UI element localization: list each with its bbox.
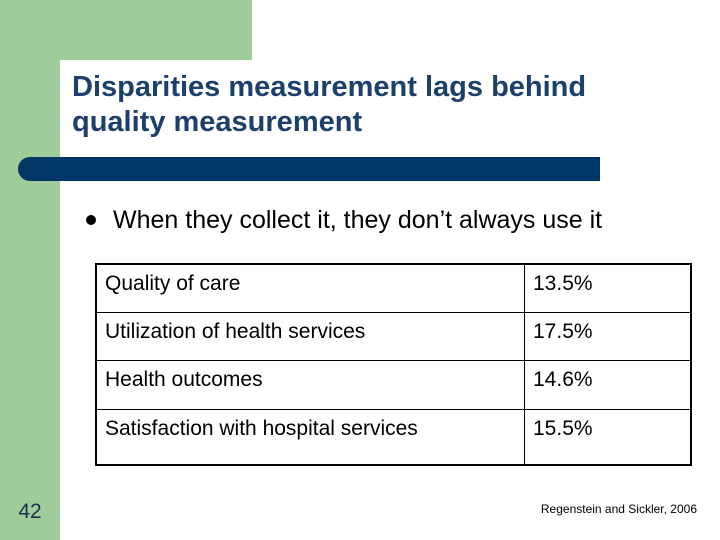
row-value: 13.5% [524, 263, 692, 313]
data-table: Quality of care 13.5% Utilization of hea… [95, 263, 692, 466]
row-label: Health outcomes [95, 360, 525, 410]
citation: Regenstein and Sickler, 2006 [540, 502, 697, 516]
title-underline-bar [18, 157, 600, 181]
row-label: Quality of care [95, 263, 525, 313]
row-value: 14.6% [524, 360, 692, 410]
left-green-band [0, 0, 60, 540]
row-label: Satisfaction with hospital services [95, 409, 525, 466]
slide-number: 42 [18, 500, 42, 523]
slide-title: Disparities measurement lags behind qual… [72, 71, 587, 138]
row-label: Utilization of health services [95, 312, 525, 361]
row-value: 15.5% [524, 409, 692, 466]
top-green-band [0, 0, 252, 60]
table-row: Health outcomes 14.6% [95, 360, 692, 410]
table-row: Quality of care 13.5% [95, 263, 692, 313]
bullet-text: When they collect it, they don’t always … [113, 206, 603, 234]
bullet-dot-icon [86, 215, 96, 225]
row-value: 17.5% [524, 312, 692, 361]
table-row: Satisfaction with hospital services 15.5… [95, 409, 692, 466]
table-row: Utilization of health services 17.5% [95, 312, 692, 361]
